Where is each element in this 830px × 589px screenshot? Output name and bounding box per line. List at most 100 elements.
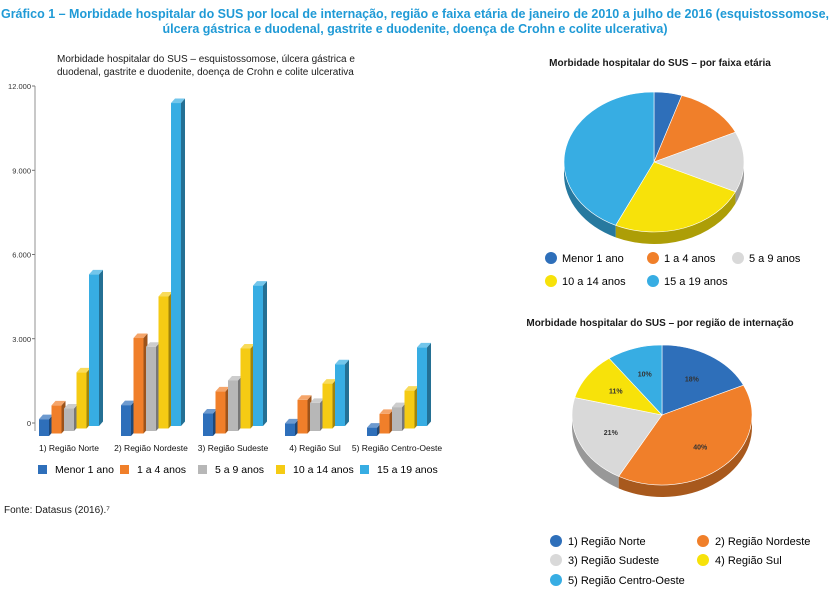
pie-slice (653, 131, 745, 193)
legend-swatch (198, 465, 207, 474)
bar-top (335, 359, 349, 365)
legend-marker (550, 574, 562, 586)
category-label: 4) Região Sul (289, 443, 341, 453)
legend-marker (647, 275, 659, 287)
bar-front (310, 402, 320, 431)
legend-label: 2) Região Nordeste (715, 536, 810, 548)
legend-label: 3) Região Sudeste (568, 555, 659, 567)
bar-front (285, 423, 295, 436)
bar-front (64, 408, 74, 431)
legend-swatch (276, 465, 285, 474)
pie-slice (615, 161, 736, 233)
bar-front (417, 347, 427, 426)
pie-percent-label: 11% (609, 389, 623, 396)
bar-top (367, 423, 381, 428)
y-tick-label: 3.000 (12, 335, 31, 344)
source-note: Fonte: Datasus (2016).⁷ (4, 505, 110, 516)
bar-top (121, 400, 135, 406)
pie-percent-label: 40% (693, 445, 708, 452)
bar-front (215, 391, 226, 434)
bar-top (310, 398, 324, 403)
legend-label: 4) Região Sul (715, 555, 782, 567)
legend-label: 1 a 4 anos (664, 253, 716, 265)
age-pie-chart: Menor 1 ano 1 a 4 anos 5 a 9 anos 10 a 14 a… (545, 91, 801, 288)
bar-front (133, 338, 144, 434)
pie-slice (661, 344, 744, 416)
category-label: 2) Região Nordeste (114, 443, 188, 453)
category-label: 1) Região Norte (39, 443, 99, 453)
bar-front (203, 413, 213, 436)
legend-marker (697, 554, 709, 566)
bar-top (228, 375, 242, 381)
bar-top (203, 409, 217, 414)
category-label: 3) Região Sudeste (198, 443, 269, 453)
bar-front (335, 364, 345, 426)
bar-top (253, 281, 267, 286)
bar-front (379, 413, 390, 434)
bar-front (89, 274, 99, 426)
bar-side (345, 359, 349, 426)
legend-label: 15 a 19 anos (377, 464, 438, 476)
legend-marker (545, 252, 557, 264)
legend-swatch (120, 465, 129, 474)
bar-chart-title: Morbidade hospitalar do SUS – esquistoss… (57, 54, 355, 78)
region-pie-chart: 18% 40% 21% 11% 10% 1) Região Norte 2) Região … (550, 344, 810, 587)
legend-label: 10 a 14 anos (293, 464, 354, 476)
legend-marker (545, 275, 557, 287)
pie-percent-label: 18% (685, 376, 700, 383)
figure-title: Gráfico 1 – Morbidade hospitalar do SUS … (0, 7, 830, 36)
category-label: 5) Região Centro-Oeste (352, 443, 443, 453)
pie-percent-label: 10% (638, 372, 653, 379)
legend-marker (550, 535, 562, 547)
bar-front (253, 285, 263, 426)
region-pie-title: Morbidade hospitalar do SUS – por região… (526, 318, 794, 329)
pie-slice (618, 384, 753, 486)
bar-top (297, 395, 312, 400)
bar-front (121, 405, 131, 436)
legend-marker (697, 535, 709, 547)
pie-slice (571, 397, 663, 477)
legend-marker (647, 252, 659, 264)
bar-top (379, 409, 394, 414)
bar-front (39, 419, 49, 436)
bar-side (181, 98, 185, 427)
legend-label: 5 a 9 anos (749, 253, 801, 265)
bar-top (76, 367, 91, 373)
y-tick-label: 12.000 (8, 82, 31, 91)
bar-top (171, 98, 185, 104)
legend-label: 5 a 9 anos (215, 464, 264, 476)
bar-front (228, 380, 238, 431)
bar-top (404, 386, 419, 391)
pie-slice-side (735, 162, 744, 204)
bar-front (367, 427, 377, 436)
legend-marker (550, 554, 562, 566)
legend-label: 5) Região Centro-Oeste (568, 575, 685, 587)
age-pie-title: Morbidade hospitalar do SUS – por faixa … (549, 58, 771, 69)
bar-front (76, 372, 87, 429)
bar-front (404, 390, 415, 429)
bar-side (99, 269, 103, 426)
bar-top (133, 333, 148, 339)
bar-top (392, 402, 406, 408)
legend-label: 1) Região Norte (568, 536, 646, 548)
legend-swatch (360, 465, 369, 474)
legend-swatch (38, 465, 47, 474)
bar-top (417, 342, 431, 348)
legend-label: 1 a 4 anos (137, 464, 186, 476)
bar-top (146, 342, 160, 347)
bar-top (215, 386, 230, 392)
y-tick-label: 0 (27, 419, 31, 428)
bar-front (171, 103, 181, 427)
legend-label: Menor 1 ano (562, 253, 624, 265)
pie-slice (608, 344, 663, 416)
bar-front (297, 399, 308, 434)
bar-top (240, 343, 255, 349)
bar-top (158, 292, 173, 297)
bar-front (322, 383, 333, 429)
legend-label: Menor 1 ano (55, 464, 114, 476)
bar-top (89, 269, 103, 275)
bar-front (51, 405, 62, 434)
y-tick-label: 9.000 (12, 166, 31, 175)
pie-slice (563, 91, 655, 226)
